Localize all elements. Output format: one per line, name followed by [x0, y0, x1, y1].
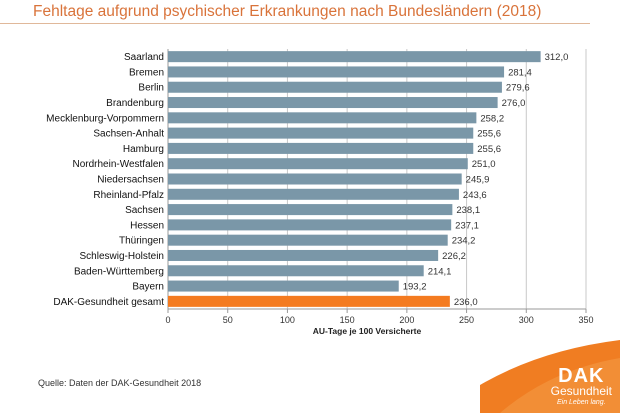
- data-label: 279,6: [506, 83, 530, 94]
- bar: [168, 280, 399, 292]
- data-label: 255,6: [477, 144, 501, 155]
- bar: [168, 173, 462, 185]
- x-tick-label: 350: [578, 315, 593, 325]
- title-divider: [0, 23, 590, 24]
- data-label: 281,4: [508, 67, 532, 78]
- bar: [168, 142, 474, 154]
- data-label: 236,0: [454, 297, 478, 308]
- data-label: 193,2: [403, 282, 427, 293]
- bar: [168, 66, 505, 78]
- category-label: Nordrhein-Westfalen: [72, 159, 164, 170]
- bar: [168, 127, 474, 139]
- data-label: 276,0: [502, 98, 526, 109]
- x-tick-label: 100: [280, 315, 295, 325]
- source-note: Quelle: Daten der DAK-Gesundheit 2018: [38, 378, 202, 388]
- data-label: 255,6: [477, 129, 501, 140]
- bar: [168, 249, 439, 261]
- bar: [168, 234, 448, 246]
- bar: [168, 295, 450, 307]
- bar: [168, 204, 453, 216]
- category-label: Thüringen: [119, 236, 164, 247]
- logo-sub: Gesundheit: [550, 384, 612, 398]
- bar: [168, 81, 502, 93]
- data-label: 245,9: [466, 175, 490, 186]
- category-label: Rheinland-Pfalz: [93, 190, 164, 201]
- bar: [168, 97, 498, 109]
- category-label: DAK-Gesundheit gesamt: [53, 297, 164, 308]
- dak-logo: DAK Gesundheit Ein Leben lang.: [480, 340, 620, 413]
- category-label: Niedersachsen: [97, 175, 164, 186]
- data-label: 243,6: [463, 190, 487, 201]
- x-tick-label: 50: [223, 315, 233, 325]
- bar: [168, 112, 477, 124]
- bar: [168, 51, 541, 63]
- category-label: Sachsen-Anhalt: [93, 129, 164, 140]
- data-label: 226,2: [442, 251, 466, 262]
- category-label: Brandenburg: [106, 98, 164, 109]
- data-label: 258,2: [480, 113, 504, 124]
- category-label: Saarland: [124, 52, 164, 63]
- category-label: Baden-Württemberg: [74, 266, 164, 277]
- category-label: Hessen: [130, 220, 164, 231]
- category-label: Berlin: [138, 83, 164, 94]
- data-label: 237,1: [455, 220, 479, 231]
- data-label: 238,1: [456, 205, 480, 216]
- x-tick-label: 0: [165, 315, 170, 325]
- logo-swoosh: [480, 340, 620, 413]
- logo-slogan: Ein Leben lang.: [556, 399, 606, 406]
- x-tick-label: 200: [399, 315, 414, 325]
- data-label: 234,2: [452, 236, 476, 247]
- category-label: Mecklenburg-Vorpommern: [46, 113, 164, 124]
- data-label: 214,1: [428, 266, 452, 277]
- bar: [168, 219, 452, 231]
- logo-brand: DAK: [558, 365, 605, 387]
- bar: [168, 158, 468, 170]
- bar: [168, 265, 424, 277]
- data-label: 312,0: [545, 52, 569, 63]
- category-label: Bayern: [132, 282, 164, 293]
- x-tick-label: 250: [459, 315, 474, 325]
- data-label: 251,0: [472, 159, 496, 170]
- category-label: Sachsen: [125, 205, 164, 216]
- x-axis-title: AU-Tage je 100 Versicherte: [313, 326, 422, 336]
- category-label: Bremen: [129, 67, 164, 78]
- bar: [168, 188, 459, 200]
- category-label: Hamburg: [123, 144, 164, 155]
- x-tick-label: 300: [519, 315, 534, 325]
- chart-title: Fehltage aufgrund psychischer Erkrankung…: [33, 3, 542, 20]
- category-label: Schleswig-Holstein: [80, 251, 164, 262]
- x-tick-label: 150: [340, 315, 355, 325]
